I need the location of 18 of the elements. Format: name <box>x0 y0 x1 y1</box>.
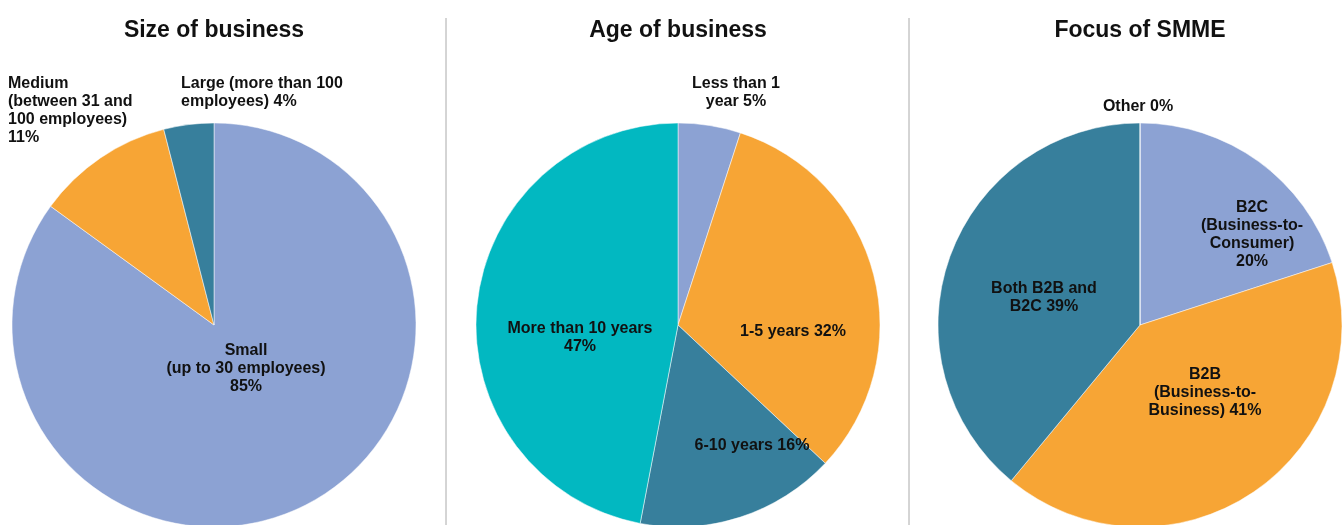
slice-label: Medium (between 31 and 100 employees) <box>8 74 133 127</box>
data-label: 47% <box>563 337 597 354</box>
category-label: Other 0% <box>1102 97 1174 114</box>
slice-label: 1-5 years 32% <box>740 322 846 339</box>
data-label: 11% <box>8 128 40 145</box>
slice-label: Both B2B and B2C 39% <box>991 279 1097 314</box>
slice-label: 6-10 years 16% <box>694 436 810 453</box>
slice-label: Small (up to 30 employees) <box>166 341 326 376</box>
chart-title: Focus of SMME <box>1054 16 1226 42</box>
slice-label: More than 10 years <box>507 319 653 336</box>
slice-label: Less than 1 year 5% <box>691 74 781 109</box>
data-label: 85% <box>229 377 263 394</box>
chart-title: Size of business <box>123 16 305 42</box>
data-label: 20% <box>1235 252 1269 269</box>
chart-title: Age of business <box>589 16 767 42</box>
slice-label: B2B (Business-to-Business) 41% <box>1148 365 1262 418</box>
slice-label: Large (more than 100 employees) 4% <box>181 74 343 109</box>
slice-label: B2C (Business-to-Consumer) <box>1200 198 1304 251</box>
